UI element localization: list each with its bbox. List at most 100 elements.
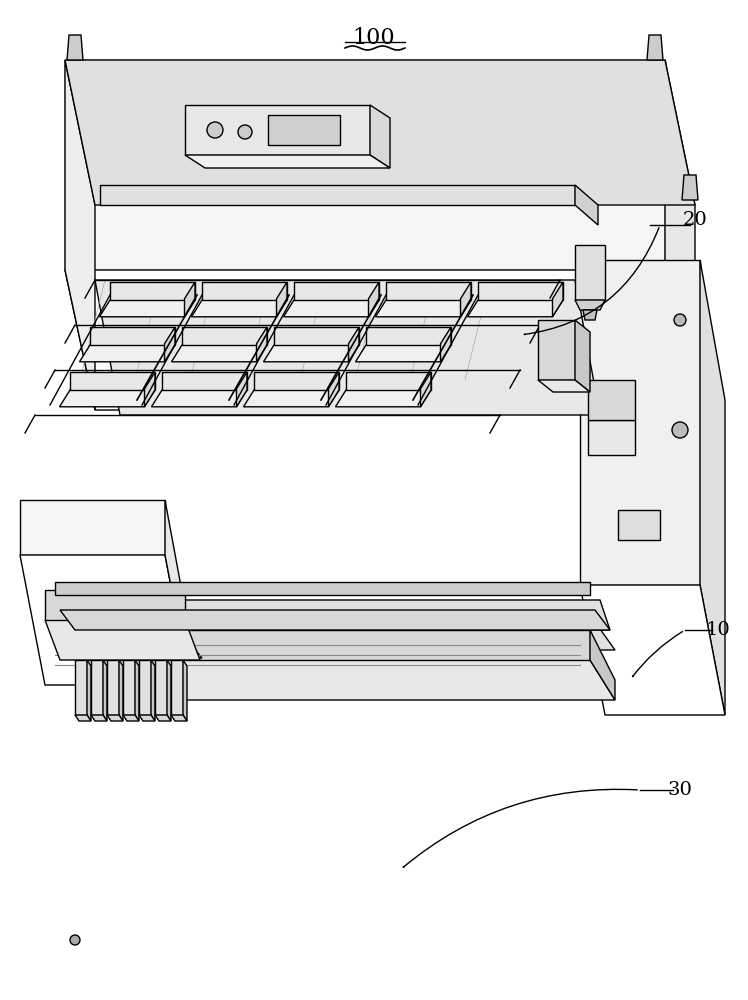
Polygon shape (588, 420, 635, 455)
Polygon shape (144, 372, 155, 407)
Polygon shape (151, 660, 155, 721)
Polygon shape (99, 300, 195, 317)
Polygon shape (583, 310, 597, 320)
Polygon shape (328, 372, 339, 407)
Polygon shape (60, 610, 610, 630)
Polygon shape (171, 660, 183, 715)
Polygon shape (60, 600, 610, 630)
Polygon shape (682, 175, 698, 200)
Polygon shape (580, 260, 700, 585)
Polygon shape (65, 60, 665, 270)
Polygon shape (107, 660, 119, 715)
Polygon shape (420, 372, 431, 407)
Polygon shape (185, 155, 390, 168)
Polygon shape (67, 35, 83, 60)
Polygon shape (65, 60, 95, 410)
Polygon shape (185, 282, 195, 317)
Circle shape (207, 122, 223, 138)
Polygon shape (618, 510, 660, 540)
Polygon shape (257, 327, 267, 362)
Polygon shape (155, 660, 167, 715)
Polygon shape (65, 270, 695, 410)
Polygon shape (580, 585, 725, 715)
Polygon shape (254, 372, 339, 390)
Text: 30: 30 (667, 781, 693, 799)
Polygon shape (152, 390, 247, 407)
Polygon shape (700, 260, 725, 715)
Polygon shape (165, 327, 175, 362)
Polygon shape (277, 282, 287, 317)
Circle shape (672, 422, 688, 438)
Polygon shape (80, 660, 615, 700)
Polygon shape (588, 380, 635, 420)
Polygon shape (45, 590, 185, 620)
Polygon shape (80, 630, 590, 660)
Polygon shape (375, 300, 471, 317)
Polygon shape (575, 320, 590, 392)
Polygon shape (346, 372, 431, 390)
Polygon shape (202, 282, 287, 300)
Polygon shape (167, 660, 171, 721)
Polygon shape (60, 390, 155, 407)
Polygon shape (80, 615, 615, 650)
Polygon shape (135, 660, 139, 721)
Polygon shape (75, 660, 87, 715)
Polygon shape (590, 630, 615, 700)
Polygon shape (538, 320, 575, 380)
Polygon shape (244, 390, 339, 407)
Polygon shape (478, 282, 563, 300)
Polygon shape (165, 500, 190, 685)
Polygon shape (91, 715, 107, 721)
Polygon shape (366, 327, 451, 345)
Text: 100: 100 (353, 27, 395, 49)
Polygon shape (155, 715, 171, 721)
Polygon shape (191, 300, 287, 317)
Polygon shape (20, 500, 165, 555)
Polygon shape (185, 105, 370, 155)
Polygon shape (386, 282, 471, 300)
Polygon shape (441, 327, 451, 362)
Text: 10: 10 (705, 621, 730, 639)
Polygon shape (349, 327, 359, 362)
Polygon shape (90, 327, 175, 345)
Polygon shape (55, 582, 590, 595)
Polygon shape (79, 345, 175, 362)
FancyArrowPatch shape (403, 789, 637, 867)
Polygon shape (100, 185, 575, 205)
Polygon shape (139, 715, 155, 721)
Polygon shape (103, 660, 107, 721)
Polygon shape (294, 282, 379, 300)
Polygon shape (468, 300, 563, 317)
Polygon shape (461, 282, 471, 317)
Polygon shape (70, 372, 155, 390)
Polygon shape (123, 715, 139, 721)
Polygon shape (87, 660, 91, 721)
Circle shape (238, 125, 252, 139)
Polygon shape (95, 280, 600, 415)
Polygon shape (91, 660, 103, 715)
Polygon shape (75, 715, 91, 721)
Polygon shape (370, 105, 390, 168)
Polygon shape (110, 282, 195, 300)
Polygon shape (182, 327, 267, 345)
Polygon shape (336, 390, 431, 407)
FancyArrowPatch shape (524, 228, 659, 335)
Polygon shape (575, 300, 605, 310)
Text: 20: 20 (683, 211, 708, 229)
Polygon shape (171, 345, 267, 362)
Polygon shape (369, 282, 379, 317)
Polygon shape (139, 660, 151, 715)
FancyArrowPatch shape (633, 631, 683, 677)
Polygon shape (123, 660, 135, 715)
Polygon shape (274, 327, 359, 345)
Circle shape (674, 314, 686, 326)
Polygon shape (70, 652, 202, 658)
Polygon shape (171, 715, 187, 721)
Polygon shape (119, 660, 123, 721)
Polygon shape (107, 715, 123, 721)
Polygon shape (65, 60, 695, 205)
Polygon shape (162, 372, 247, 390)
Polygon shape (575, 185, 598, 225)
Polygon shape (538, 380, 590, 392)
Polygon shape (647, 35, 663, 60)
